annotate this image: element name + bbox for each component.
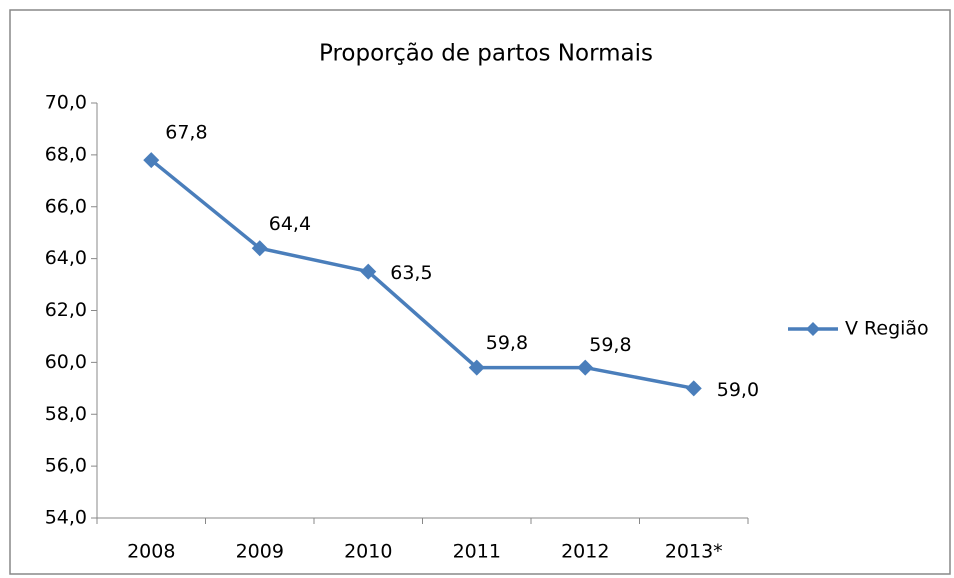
marker	[468, 359, 485, 376]
data-label: 59,8	[486, 332, 528, 354]
x-tick-label: 2011	[453, 541, 501, 563]
legend-label: V Região	[845, 318, 929, 340]
y-tick-label: 60,0	[45, 351, 87, 373]
legend-marker	[806, 322, 820, 336]
y-tick-label: 62,0	[45, 299, 87, 321]
data-label: 59,8	[589, 334, 631, 356]
data-label: 59,0	[717, 379, 759, 401]
y-tick-label: 64,0	[45, 247, 87, 269]
x-tick-label: 2012	[561, 541, 609, 563]
y-tick-label: 58,0	[45, 403, 87, 425]
chart-frame	[9, 9, 951, 575]
x-tick-label: 2013*	[665, 541, 723, 563]
marker	[577, 359, 594, 376]
marker	[685, 380, 702, 397]
data-label: 64,4	[269, 213, 311, 235]
chart-title: Proporção de partos Normais	[319, 41, 653, 67]
marker	[251, 240, 268, 257]
marker	[143, 152, 160, 169]
y-tick-label: 56,0	[45, 455, 87, 477]
y-tick-label: 70,0	[45, 92, 87, 114]
x-tick-label: 2009	[236, 541, 284, 563]
marker	[360, 263, 377, 280]
y-tick-label: 68,0	[45, 143, 87, 165]
x-tick-label: 2010	[344, 541, 392, 563]
y-tick-label: 54,0	[45, 507, 87, 529]
series-line	[150, 158, 695, 391]
data-label: 67,8	[165, 122, 207, 144]
x-tick-label: 2008	[127, 541, 175, 563]
y-tick-label: 66,0	[45, 195, 87, 217]
data-label: 63,5	[390, 262, 432, 284]
